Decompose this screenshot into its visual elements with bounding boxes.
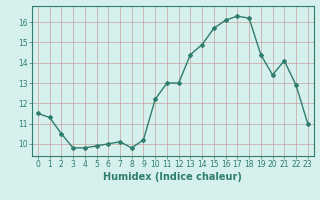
X-axis label: Humidex (Indice chaleur): Humidex (Indice chaleur): [103, 172, 242, 182]
